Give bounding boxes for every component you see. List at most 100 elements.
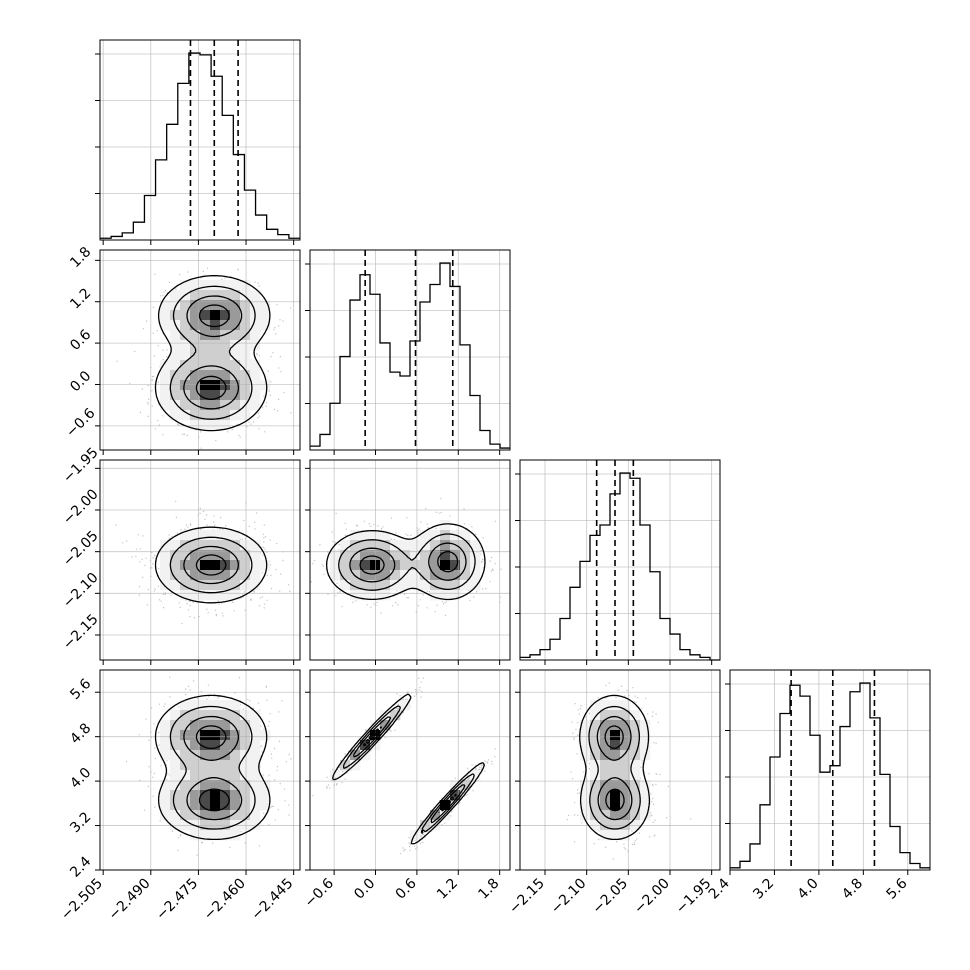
pair-1-3-density-cell: [470, 770, 481, 781]
pair-0-3-density-cell: [160, 740, 171, 751]
pair-2-3-density-cell: [610, 730, 621, 741]
pair-0-1-density-cell: [190, 290, 201, 301]
pair-0-1-density-cell: [240, 320, 251, 331]
xaxis-2-tick-label-4: −1.95: [673, 876, 715, 918]
pair-0-3-density-cell: [230, 700, 241, 711]
pair-0-3-contour-1: [169, 705, 256, 830]
pair-0-3-density-cell: [220, 810, 231, 821]
yaxis-3-tick-label-2: 4.0: [67, 765, 94, 792]
pair-0-1-density-cell: [180, 300, 191, 311]
pair-0-3-density-cell: [210, 710, 221, 721]
pair-2-3-density-cell: [610, 800, 621, 811]
pair-0-3-density-cell: [200, 750, 211, 761]
pair-0-2-density-cell: [250, 580, 261, 591]
xaxis-0-tick-label-1: −2.490: [106, 876, 154, 924]
pair-0-2-density-cell: [180, 550, 191, 561]
pair-2-3-density-cell: [600, 710, 611, 721]
pair-0-3-density-cell: [210, 810, 221, 821]
pair-0-2-density-cell: [200, 540, 211, 551]
pair-0-1-density-cell: [260, 320, 271, 331]
pair-0-1-density-cell: [230, 300, 241, 311]
pair-1-2-density-cell: [350, 590, 361, 601]
pair-0-3-density-cell: [220, 750, 231, 761]
pair-0-3-panel: [99, 669, 301, 871]
pair-2-3-contour-3: [604, 725, 625, 812]
pair-0-1-density-cell: [220, 280, 231, 291]
grid-layer: [100, 40, 930, 870]
pair-1-2-contour-3: [359, 550, 459, 575]
pair-1-2-density-cell: [420, 530, 431, 541]
pair-0-3-density-cell: [200, 760, 211, 771]
pair-0-1-density-cell: [240, 280, 251, 291]
pair-1-2-density-cell: [330, 570, 341, 581]
pair-0-3-density-cell: [180, 800, 191, 811]
pair-1-3-density-cell: [460, 780, 471, 791]
pair-2-3-density-cell: [600, 740, 611, 751]
pair-0-2-density-cell: [190, 550, 201, 561]
pair-0-1-density-cell: [190, 280, 201, 291]
pair-1-2-density-cell: [390, 550, 401, 561]
pair-0-1-density-cell: [180, 320, 191, 331]
pair-0-3-density-cell: [250, 780, 261, 791]
pair-2-3-density-cell: [610, 710, 621, 721]
pair-0-1-density-cell: [210, 340, 221, 351]
xaxis-1-tick-label-1: 0.0: [351, 876, 378, 903]
pair-1-2-density-cell: [430, 560, 441, 571]
pair-1-2-density-cell: [330, 550, 341, 561]
pair-0-2-density-cell: [180, 560, 191, 571]
histogram-1-step: [310, 262, 510, 449]
pair-0-1-density-cell: [220, 420, 231, 431]
pair-0-1-density-cell: [200, 310, 211, 321]
pair-0-3-density-cell: [170, 820, 181, 831]
pair-1-3-contour-0: [331, 693, 486, 845]
pair-0-3-density-cell: [240, 780, 251, 791]
pair-2-3-density-cell: [620, 700, 631, 711]
pair-1-3-contour-3: [363, 726, 457, 814]
pair-0-1-density-cell: [240, 380, 251, 391]
pair-0-3-density-cell: [250, 710, 261, 721]
pair-0-3-density-cell: [160, 750, 171, 761]
pair-2-3-density-cell: [630, 720, 641, 731]
pair-0-1-density-cell: [160, 390, 171, 401]
pair-0-3-density-cell: [230, 790, 241, 801]
density-layer: [160, 280, 651, 841]
pair-2-3-density-cell: [610, 750, 621, 761]
pair-1-2-density-cell: [350, 540, 361, 551]
pair-0-1-density-cell: [160, 300, 171, 311]
pair-1-2-density-cell: [440, 590, 451, 601]
pair-1-2-density-cell: [400, 560, 411, 571]
pair-0-1-density-cell: [220, 370, 231, 381]
pair-2-3-density-cell: [600, 790, 611, 801]
pair-0-1-density-cell: [240, 290, 251, 301]
pair-0-2-density-cell: [170, 540, 181, 551]
pair-1-2-density-cell: [430, 550, 441, 561]
pair-0-3-density-cell: [200, 700, 211, 711]
pair-0-1-density-cell: [230, 320, 241, 331]
pair-2-3-density-cell: [600, 760, 611, 771]
pair-0-3-density-cell: [220, 790, 231, 801]
pair-0-1-density-cell: [200, 290, 211, 301]
pair-0-1-density-cell: [250, 290, 261, 301]
pair-0-3-density-cell: [230, 770, 241, 781]
pair-1-2-density-cell: [470, 540, 481, 551]
pair-0-3-density-cell: [250, 730, 261, 741]
pair-1-2-density-cell: [440, 550, 451, 561]
histogram-2-step: [520, 472, 720, 661]
pair-0-1-density-cell: [170, 310, 181, 321]
pair-0-1-density-cell: [220, 340, 231, 351]
pair-0-1-density-cell: [230, 390, 241, 401]
pair-0-1-density-cell: [250, 360, 261, 371]
xaxis-0-tick-label-3: −2.460: [201, 876, 249, 924]
xaxis-3-tick-label-2: 4.0: [795, 876, 822, 903]
pair-1-2-density-cell: [360, 570, 371, 581]
pair-0-1-density-cell: [220, 320, 231, 331]
xaxis-0-tick-label-4: −2.445: [249, 876, 297, 924]
pair-0-2-density-cell: [220, 540, 231, 551]
pair-0-3-density-cell: [240, 730, 251, 741]
pair-0-1-density-cell: [200, 420, 211, 431]
pair-0-3-density-cell: [190, 770, 201, 781]
pair-2-3-density-cell: [610, 700, 621, 711]
pair-2-3-density-cell: [640, 800, 651, 811]
pair-2-3-density-cell: [630, 740, 641, 751]
pair-0-3-density-cell: [200, 800, 211, 811]
